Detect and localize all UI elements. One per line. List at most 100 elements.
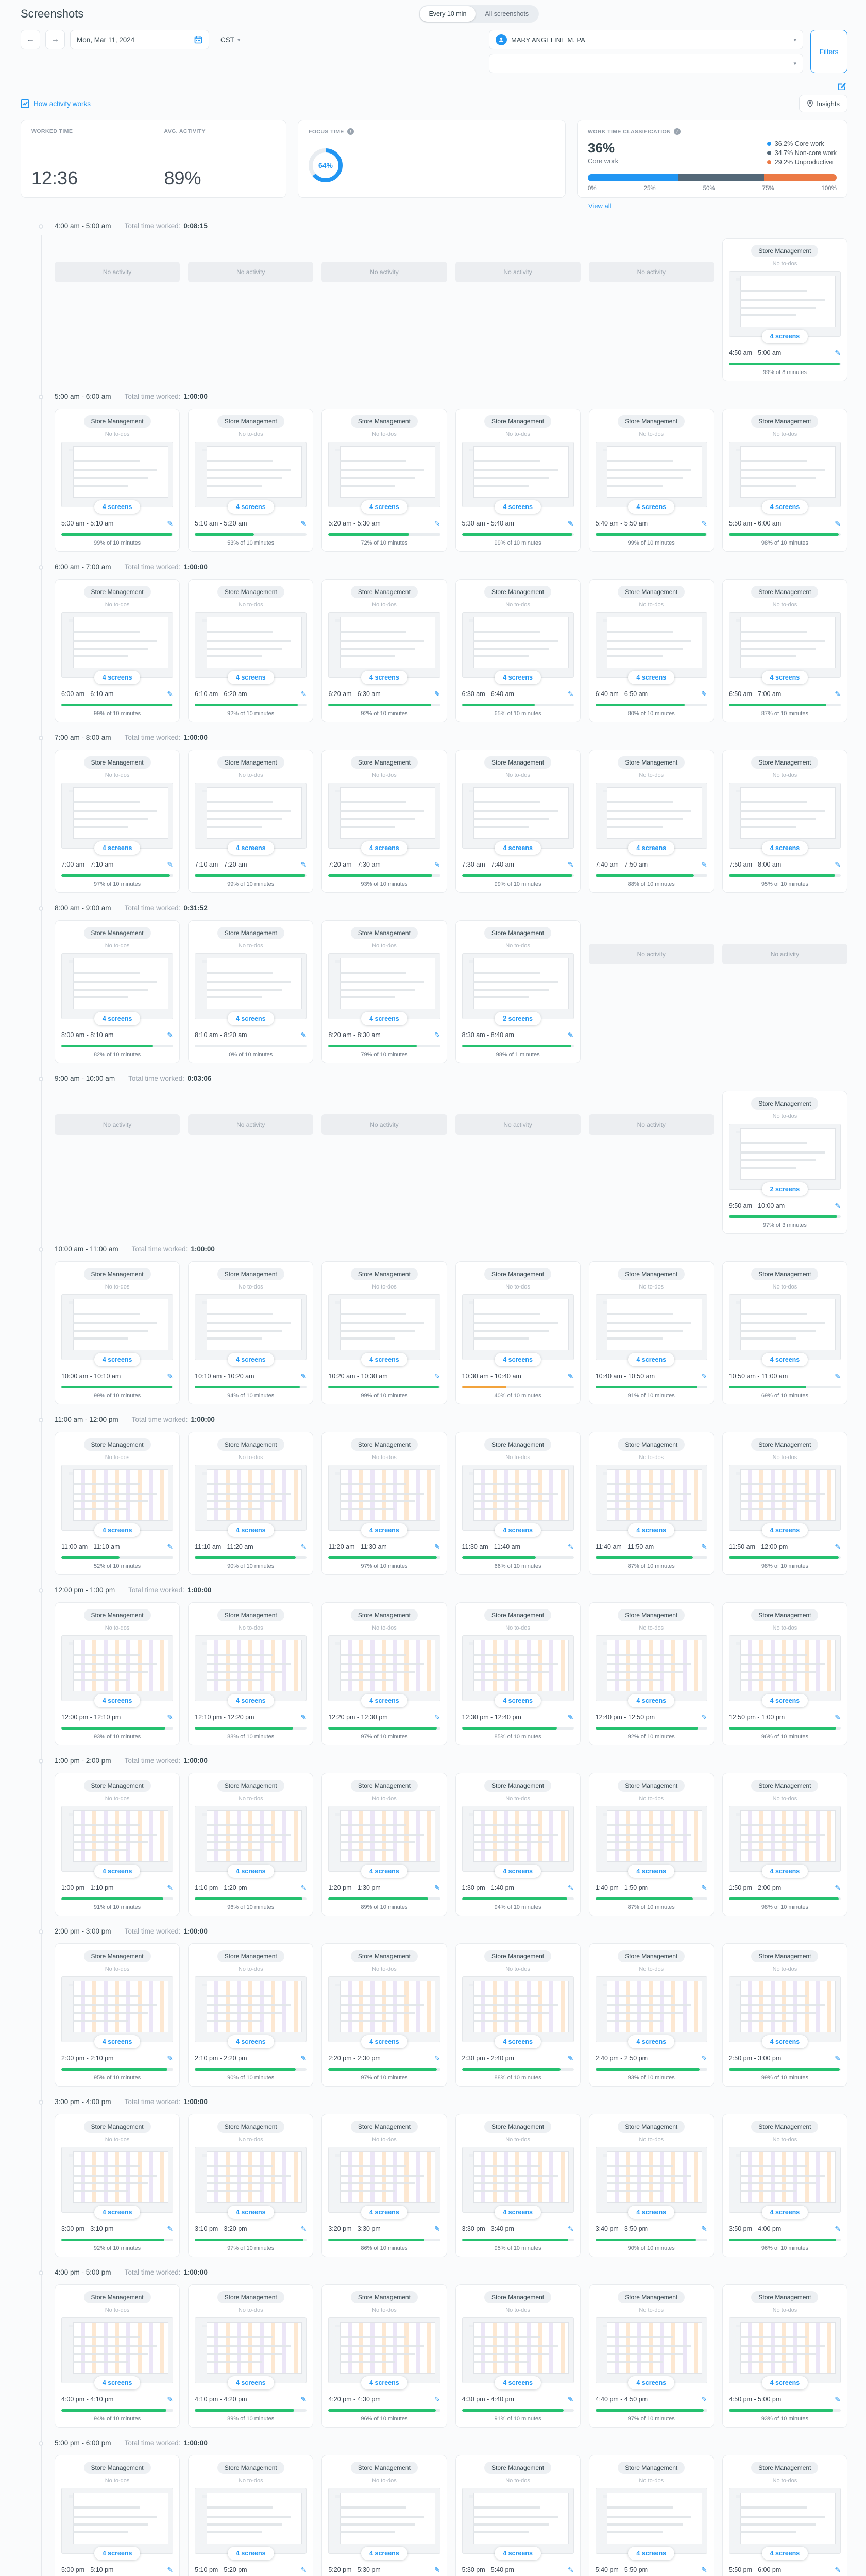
- project-pill[interactable]: Store Management: [83, 415, 151, 428]
- screens-count-pill[interactable]: 4 screens: [94, 2547, 141, 2560]
- edit-pencil-icon[interactable]: ✎: [701, 519, 707, 528]
- screens-count-pill[interactable]: 4 screens: [495, 841, 541, 855]
- project-pill[interactable]: Store Management: [350, 1438, 418, 1451]
- screens-count-pill[interactable]: 4 screens: [94, 1694, 141, 1707]
- project-pill[interactable]: Store Management: [217, 2291, 284, 2303]
- screenshot-thumbnail[interactable]: [595, 2488, 707, 2554]
- screens-count-pill[interactable]: 4 screens: [227, 500, 274, 514]
- project-pill[interactable]: Store Management: [751, 2291, 819, 2303]
- screenshot-thumbnail[interactable]: [195, 2488, 307, 2554]
- edit-time-button[interactable]: [836, 80, 847, 92]
- screens-count-pill[interactable]: 4 screens: [227, 2035, 274, 2048]
- edit-pencil-icon[interactable]: ✎: [300, 2395, 307, 2403]
- screenshot-thumbnail[interactable]: [595, 783, 707, 849]
- screenshot-thumbnail[interactable]: [728, 271, 841, 337]
- screenshot-thumbnail[interactable]: [728, 1976, 841, 2042]
- info-icon[interactable]: i: [674, 128, 681, 135]
- screens-count-pill[interactable]: 4 screens: [361, 1865, 407, 1878]
- project-pill[interactable]: Store Management: [217, 415, 284, 428]
- edit-pencil-icon[interactable]: ✎: [300, 1372, 307, 1380]
- edit-pencil-icon[interactable]: ✎: [567, 1372, 574, 1380]
- project-pill[interactable]: Store Management: [217, 2121, 284, 2133]
- screens-count-pill[interactable]: 4 screens: [361, 1353, 407, 1366]
- project-pill[interactable]: Store Management: [217, 1780, 284, 1792]
- project-pill[interactable]: Store Management: [83, 1780, 151, 1792]
- screens-count-pill[interactable]: 4 screens: [761, 330, 808, 343]
- screens-count-pill[interactable]: 4 screens: [495, 1865, 541, 1878]
- screenshot-thumbnail[interactable]: [328, 1976, 440, 2042]
- screenshot-thumbnail[interactable]: [195, 2317, 307, 2383]
- edit-pencil-icon[interactable]: ✎: [835, 690, 841, 698]
- edit-pencil-icon[interactable]: ✎: [434, 860, 440, 869]
- screens-count-pill[interactable]: 4 screens: [628, 2376, 675, 2389]
- edit-pencil-icon[interactable]: ✎: [835, 2395, 841, 2403]
- project-pill[interactable]: Store Management: [751, 415, 819, 428]
- project-pill[interactable]: Store Management: [83, 1438, 151, 1451]
- edit-pencil-icon[interactable]: ✎: [567, 2566, 574, 2574]
- project-pill[interactable]: Store Management: [751, 1097, 819, 1110]
- screenshot-thumbnail[interactable]: [462, 783, 574, 849]
- info-icon[interactable]: i: [347, 128, 354, 135]
- project-pill[interactable]: Store Management: [751, 1780, 819, 1792]
- edit-pencil-icon[interactable]: ✎: [567, 2054, 574, 2062]
- screenshot-thumbnail[interactable]: [328, 1465, 440, 1531]
- screens-count-pill[interactable]: 4 screens: [94, 500, 141, 514]
- screenshot-thumbnail[interactable]: [61, 1635, 174, 1701]
- project-pill[interactable]: Store Management: [751, 2462, 819, 2474]
- project-pill[interactable]: Store Management: [484, 415, 552, 428]
- screenshot-thumbnail[interactable]: [595, 612, 707, 678]
- project-pill[interactable]: Store Management: [83, 1950, 151, 1962]
- screens-count-pill[interactable]: 4 screens: [495, 2206, 541, 2219]
- screens-count-pill[interactable]: 4 screens: [495, 671, 541, 684]
- screenshot-thumbnail[interactable]: [728, 2488, 841, 2554]
- screenshot-thumbnail[interactable]: [195, 442, 307, 507]
- screens-count-pill[interactable]: 4 screens: [761, 1694, 808, 1707]
- screenshot-thumbnail[interactable]: [728, 1806, 841, 1872]
- screenshot-thumbnail[interactable]: [195, 1465, 307, 1531]
- edit-pencil-icon[interactable]: ✎: [167, 1713, 174, 1721]
- edit-pencil-icon[interactable]: ✎: [835, 1372, 841, 1380]
- screens-count-pill[interactable]: 4 screens: [761, 2547, 808, 2560]
- screens-count-pill[interactable]: 4 screens: [94, 2035, 141, 2048]
- edit-pencil-icon[interactable]: ✎: [167, 1372, 174, 1380]
- next-day-button[interactable]: →: [45, 30, 65, 49]
- screenshot-thumbnail[interactable]: [328, 1806, 440, 1872]
- edit-pencil-icon[interactable]: ✎: [167, 519, 174, 528]
- screenshot-thumbnail[interactable]: [462, 1465, 574, 1531]
- edit-pencil-icon[interactable]: ✎: [434, 519, 440, 528]
- project-pill[interactable]: Store Management: [618, 756, 685, 769]
- project-pill[interactable]: Store Management: [484, 927, 552, 939]
- screens-count-pill[interactable]: 4 screens: [227, 1694, 274, 1707]
- edit-pencil-icon[interactable]: ✎: [300, 1884, 307, 1892]
- project-pill[interactable]: Store Management: [484, 1438, 552, 1451]
- project-pill[interactable]: Store Management: [350, 2291, 418, 2303]
- screens-count-pill[interactable]: 4 screens: [94, 2206, 141, 2219]
- screenshot-thumbnail[interactable]: [61, 2147, 174, 2213]
- edit-pencil-icon[interactable]: ✎: [167, 2566, 174, 2574]
- project-pill[interactable]: Store Management: [751, 1268, 819, 1280]
- edit-pencil-icon[interactable]: ✎: [567, 690, 574, 698]
- screenshot-thumbnail[interactable]: [462, 1806, 574, 1872]
- screenshot-thumbnail[interactable]: [328, 612, 440, 678]
- project-pill[interactable]: Store Management: [618, 2121, 685, 2133]
- edit-pencil-icon[interactable]: ✎: [167, 860, 174, 869]
- screenshot-thumbnail[interactable]: [61, 1806, 174, 1872]
- edit-pencil-icon[interactable]: ✎: [434, 1031, 440, 1039]
- timezone-select[interactable]: CST ▾: [220, 30, 241, 49]
- project-pill[interactable]: Store Management: [83, 586, 151, 598]
- project-pill[interactable]: Store Management: [618, 2462, 685, 2474]
- project-pill[interactable]: Store Management: [83, 1609, 151, 1621]
- project-pill[interactable]: Store Management: [350, 927, 418, 939]
- screenshot-thumbnail[interactable]: [728, 1465, 841, 1531]
- screenshot-thumbnail[interactable]: [328, 2147, 440, 2213]
- screenshot-thumbnail[interactable]: [195, 1294, 307, 1360]
- edit-pencil-icon[interactable]: ✎: [300, 860, 307, 869]
- project-pill[interactable]: Store Management: [751, 1609, 819, 1621]
- project-pill[interactable]: Store Management: [350, 1780, 418, 1792]
- toggle-every-10-min[interactable]: Every 10 min: [419, 6, 476, 22]
- screenshot-thumbnail[interactable]: [195, 1806, 307, 1872]
- project-pill[interactable]: Store Management: [484, 2121, 552, 2133]
- edit-pencil-icon[interactable]: ✎: [300, 1031, 307, 1039]
- edit-pencil-icon[interactable]: ✎: [701, 2395, 707, 2403]
- screens-count-pill[interactable]: 4 screens: [628, 2035, 675, 2048]
